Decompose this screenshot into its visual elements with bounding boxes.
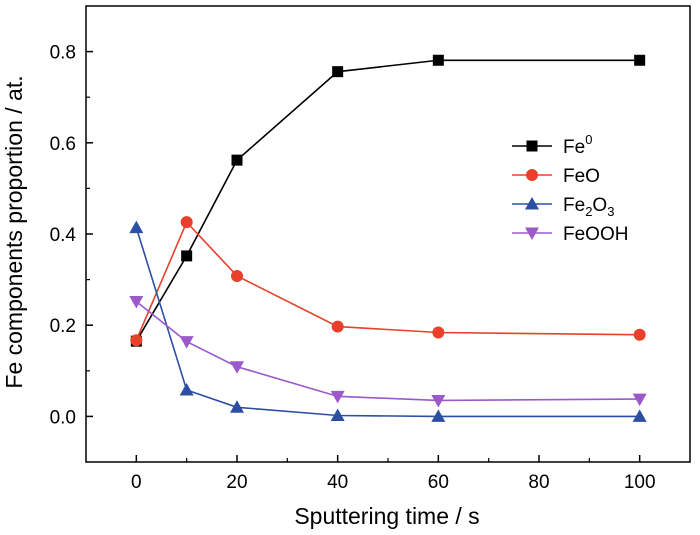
series-feooh xyxy=(129,295,647,408)
data-point-feo xyxy=(130,334,143,347)
series-line-fe2o3 xyxy=(135,227,640,418)
data-point-feo xyxy=(180,216,193,229)
data-point-feooh xyxy=(179,336,194,349)
data-point-fe0 xyxy=(231,154,243,166)
data-point-feooh xyxy=(230,361,244,374)
data-point-fe2o3 xyxy=(129,220,144,234)
legend-label-feo: FeO xyxy=(563,166,600,187)
x-axis-title: Sputtering time / s xyxy=(294,503,479,529)
data-point-fe2o3 xyxy=(179,382,194,396)
series-fe2o3 xyxy=(129,220,647,422)
x-tick-label: 40 xyxy=(327,472,348,493)
data-point-fe0 xyxy=(634,54,646,66)
legend: Fe0 FeO Fe2O3 FeOOH xyxy=(512,132,628,245)
data-point-feooh xyxy=(330,390,345,404)
data-point-fe2o3 xyxy=(632,409,647,422)
legend-label-feooh: FeOOH xyxy=(563,224,628,245)
series-line-feo xyxy=(135,220,640,341)
legend-item-fe0: Fe0 xyxy=(512,132,592,158)
y-axis-title: Fe components proportion / at. xyxy=(1,75,27,388)
x-tick-label: 100 xyxy=(624,472,656,493)
data-point-fe0 xyxy=(332,66,344,78)
y-tick-label: 0.4 xyxy=(50,225,77,246)
y-tick-label: 0.8 xyxy=(50,43,76,64)
legend-marker-fe2o3 xyxy=(525,197,539,210)
data-point-fe2o3 xyxy=(230,400,244,413)
data-point-feo xyxy=(633,328,646,341)
x-tick-label: 80 xyxy=(528,472,549,493)
legend-marker-feo xyxy=(526,169,538,181)
data-point-feo xyxy=(231,269,243,282)
series-line-feooh xyxy=(135,300,640,402)
data-point-fe0 xyxy=(432,54,444,66)
y-tick-label: 0.2 xyxy=(50,316,76,337)
data-point-feo xyxy=(331,320,344,333)
legend-item-feo: FeO xyxy=(512,166,600,187)
data-point-fe2o3 xyxy=(431,409,446,422)
legend-marker-fe0 xyxy=(526,140,538,152)
series-line-fe0 xyxy=(135,59,640,342)
data-point-fe0 xyxy=(181,250,193,262)
data-point-feo xyxy=(432,326,445,339)
legend-label-fe2o3: Fe2O3 xyxy=(563,195,614,219)
y-tick-label: 0.0 xyxy=(50,407,76,428)
y-tick-label: 0.6 xyxy=(50,134,76,155)
legend-label-fe0: Fe0 xyxy=(563,132,592,158)
data-point-fe2o3 xyxy=(330,408,345,421)
data-point-feooh xyxy=(129,295,144,309)
data-point-feooh xyxy=(632,393,647,407)
x-tick-label: 60 xyxy=(428,472,449,493)
legend-item-feooh: FeOOH xyxy=(512,224,628,245)
legend-item-fe2o3: Fe2O3 xyxy=(512,195,614,219)
legend-marker-feooh xyxy=(525,227,539,240)
x-tick-label: 0 xyxy=(131,472,142,493)
series-feo xyxy=(130,216,646,347)
data-point-feooh xyxy=(431,394,446,408)
x-tick-label: 20 xyxy=(226,472,247,493)
